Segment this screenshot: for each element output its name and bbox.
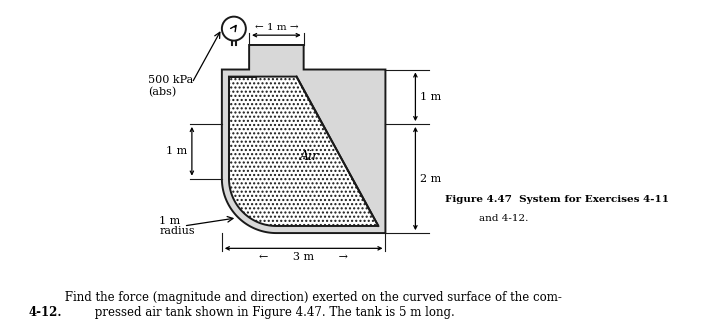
Text: and 4-12.: and 4-12. bbox=[480, 214, 528, 223]
Text: Air: Air bbox=[300, 150, 318, 163]
Text: radius: radius bbox=[159, 226, 195, 236]
Text: ←       3 m       →: ← 3 m → bbox=[259, 252, 348, 262]
Text: 1 m: 1 m bbox=[159, 216, 181, 226]
Text: Figure 4.47  System for Exercises 4-11: Figure 4.47 System for Exercises 4-11 bbox=[446, 195, 670, 204]
Text: ← 1 m →: ← 1 m → bbox=[255, 23, 298, 32]
Polygon shape bbox=[222, 45, 385, 233]
Circle shape bbox=[222, 17, 246, 40]
Text: 4-12.: 4-12. bbox=[29, 306, 63, 319]
Text: 1 m: 1 m bbox=[420, 92, 441, 102]
Polygon shape bbox=[229, 77, 378, 226]
Text: 500 kPa
(abs): 500 kPa (abs) bbox=[148, 75, 194, 97]
Text: Find the force (magnitude and direction) exerted on the curved surface of the co: Find the force (magnitude and direction)… bbox=[61, 291, 562, 319]
Text: 2 m: 2 m bbox=[420, 174, 441, 184]
Text: 1 m: 1 m bbox=[166, 146, 187, 156]
